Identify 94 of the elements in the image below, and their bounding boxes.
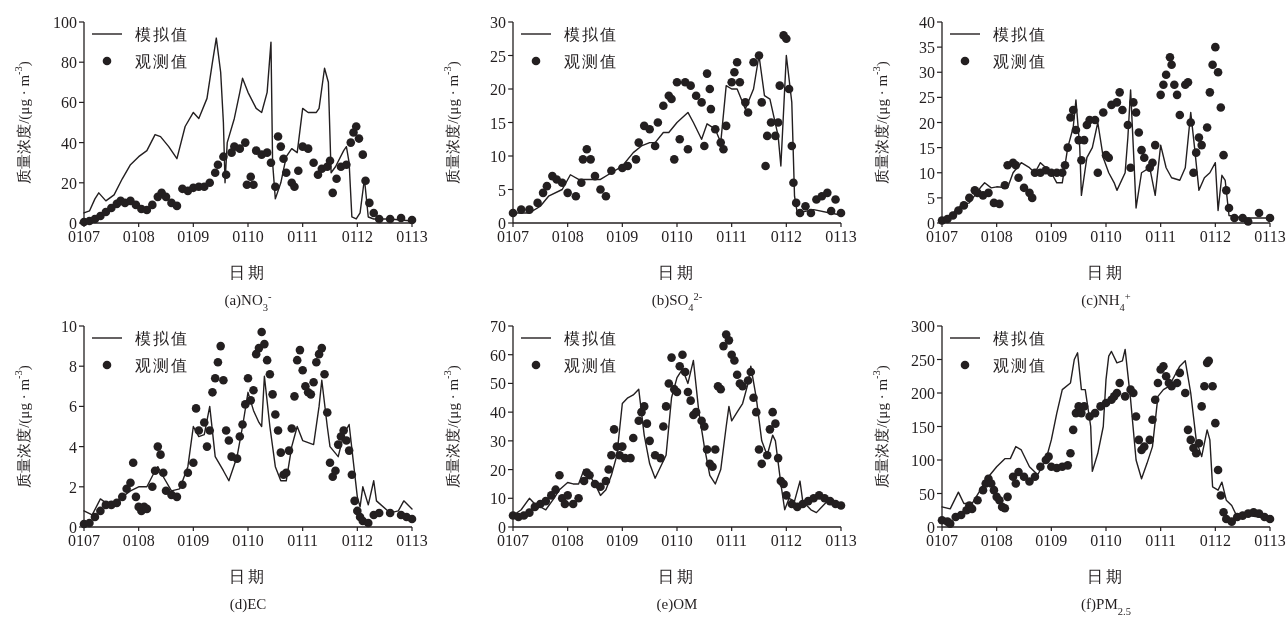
y-tick-label: 10 [61, 317, 77, 335]
x-tick-label: 0112 [770, 228, 803, 245]
y-tick-label: 20 [490, 461, 506, 479]
y-tick-label: 60 [490, 346, 506, 364]
y-tick-label: 100 [911, 451, 935, 469]
x-tick-label: 0108 [122, 228, 155, 245]
y-tick-label: 20 [919, 114, 935, 131]
legend-label: 模拟值 [564, 25, 618, 43]
y-tick-label: 40 [919, 13, 935, 31]
x-tick-label: 0109 [177, 228, 210, 245]
y-tick-label: 15 [490, 114, 506, 131]
y-tick-label: 10 [490, 489, 506, 507]
x-axis-title: 日期 [1087, 568, 1125, 585]
y-tick-label: 2 [69, 478, 77, 496]
y-tick-label: 15 [919, 139, 935, 157]
x-tick-label: 0112 [341, 228, 374, 245]
x-tick-label: 0112 [341, 532, 374, 549]
legend-label: 观测值 [993, 52, 1047, 70]
y-tick-label: 40 [490, 403, 506, 421]
x-tick-label: 0108 [980, 532, 1013, 549]
y-tick-label: 300 [911, 317, 935, 335]
y-tick-label: 10 [919, 164, 935, 182]
legend-label: 观测值 [993, 356, 1047, 374]
y-tick-label: 20 [490, 80, 506, 98]
x-tick-label: 0110 [661, 532, 693, 549]
x-tick-label: 0111 [1145, 532, 1177, 549]
legend-label: 观测值 [564, 356, 618, 374]
text: (f)PM$_{2.5}$ [1081, 596, 1131, 617]
y-tick-label: 25 [490, 47, 506, 64]
y-tick-label: 25 [919, 88, 935, 106]
x-tick-label: 0108 [551, 532, 584, 549]
y-tick-label: 250 [911, 351, 935, 368]
x-axis-title: 日期 [1087, 264, 1125, 281]
text: (d)EC [229, 596, 267, 613]
x-axis-title: 日期 [658, 568, 696, 585]
x-tick-label: 0110 [232, 532, 264, 549]
x-tick-label: 0113 [825, 228, 857, 245]
y-tick-label: 200 [911, 384, 935, 402]
legend-label: 模拟值 [564, 329, 618, 347]
legend-label: 观测值 [135, 52, 189, 70]
y-tick-label: 8 [69, 357, 77, 375]
y-tick-label: 5 [498, 181, 506, 198]
y-tick-label: 50 [919, 485, 935, 502]
y-tick-label: 60 [61, 93, 77, 111]
y-tick-label: 10 [490, 147, 506, 165]
x-tick-label: 0113 [396, 532, 428, 549]
x-tick-label: 0111 [1145, 228, 1177, 245]
x-tick-label: 0109 [606, 532, 639, 549]
legend-label: 观测值 [135, 356, 189, 374]
x-axis-title: 日期 [229, 264, 267, 281]
x-tick-label: 0113 [825, 532, 857, 549]
legend-label: 模拟值 [993, 329, 1047, 347]
x-tick-label: 0109 [1035, 532, 1068, 549]
x-tick-label: 0112 [1199, 228, 1232, 245]
y-tick-label: 6 [69, 397, 77, 415]
x-tick-label: 0109 [1035, 228, 1068, 245]
y-tick-label: 30 [490, 432, 506, 450]
x-tick-label: 0112 [1199, 532, 1232, 549]
x-tick-label: 0111 [716, 532, 748, 549]
y-tick-label: 20 [61, 174, 77, 192]
x-axis-title: 日期 [229, 568, 267, 585]
legend-label: 模拟值 [135, 329, 189, 347]
x-tick-label: 0111 [287, 532, 319, 549]
y-tick-label: 4 [69, 438, 77, 456]
x-axis-title: 日期 [658, 264, 696, 281]
x-tick-label: 0111 [716, 228, 748, 245]
x-tick-label: 0109 [177, 532, 210, 549]
x-tick-label: 0113 [396, 228, 428, 245]
x-tick-label: 0108 [122, 532, 155, 549]
legend-label: 模拟值 [993, 25, 1047, 43]
y-tick-label: 50 [490, 374, 506, 392]
x-tick-label: 0108 [980, 228, 1013, 245]
y-tick-label: 5 [927, 189, 935, 207]
x-tick-label: 0113 [1254, 228, 1286, 245]
y-tick-label: 30 [919, 63, 935, 81]
text: (e)OM [656, 596, 698, 613]
x-tick-label: 0111 [287, 228, 319, 245]
y-tick-label: 30 [490, 13, 506, 31]
y-tick-label: 35 [919, 38, 935, 56]
legend-label: 模拟值 [135, 25, 189, 43]
x-tick-label: 0108 [551, 228, 584, 245]
x-tick-label: 0110 [1090, 532, 1122, 549]
y-tick-label: 40 [61, 134, 77, 152]
x-tick-label: 0110 [1090, 228, 1122, 245]
x-tick-label: 0110 [232, 228, 264, 245]
x-tick-label: 0112 [770, 532, 803, 549]
x-tick-label: 0113 [1254, 532, 1286, 549]
y-tick-label: 100 [53, 13, 77, 31]
y-tick-label: 80 [61, 53, 77, 71]
y-tick-label: 70 [490, 317, 506, 335]
y-tick-label: 150 [911, 418, 935, 435]
x-tick-label: 0110 [661, 228, 693, 245]
legend-label: 观测值 [564, 52, 618, 70]
x-tick-label: 0109 [606, 228, 639, 245]
